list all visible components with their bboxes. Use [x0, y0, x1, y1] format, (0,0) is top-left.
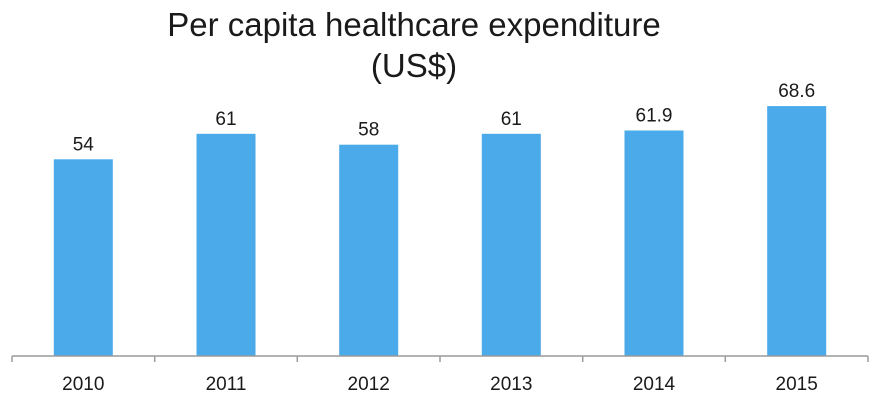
data-label-2010: 54: [73, 134, 95, 155]
x-tick-label-2014: 2014: [633, 374, 676, 395]
x-tick-label-2010: 2010: [62, 374, 104, 395]
data-label-2015: 68.6: [778, 81, 815, 102]
bar-2012: [339, 144, 399, 356]
bar-series: [53, 106, 827, 356]
data-labels: 54 61 58 61 61.9 68.6: [73, 81, 815, 155]
chart-title: Per capita healthcare expenditure: [167, 6, 661, 43]
bar-2011: [196, 133, 256, 356]
bar-2010: [53, 159, 113, 356]
x-tick-label-2011: 2011: [206, 374, 247, 395]
x-axis-ticks: [11, 356, 869, 362]
x-tick-label-2012: 2012: [348, 374, 390, 395]
chart-subtitle: (US$): [371, 47, 457, 84]
data-label-2011: 61: [215, 109, 236, 130]
bar-2013: [481, 133, 541, 356]
x-tick-label-2015: 2015: [776, 374, 818, 395]
bar-2015: [767, 106, 827, 356]
x-tick-label-2013: 2013: [490, 374, 532, 395]
bar-2014: [624, 130, 684, 356]
data-label-2012: 58: [358, 120, 379, 141]
data-label-2014: 61.9: [636, 106, 673, 127]
data-label-2013: 61: [501, 109, 522, 130]
x-axis-tick-labels: 2010 2011 2012 2013 2014 2015: [62, 374, 818, 395]
